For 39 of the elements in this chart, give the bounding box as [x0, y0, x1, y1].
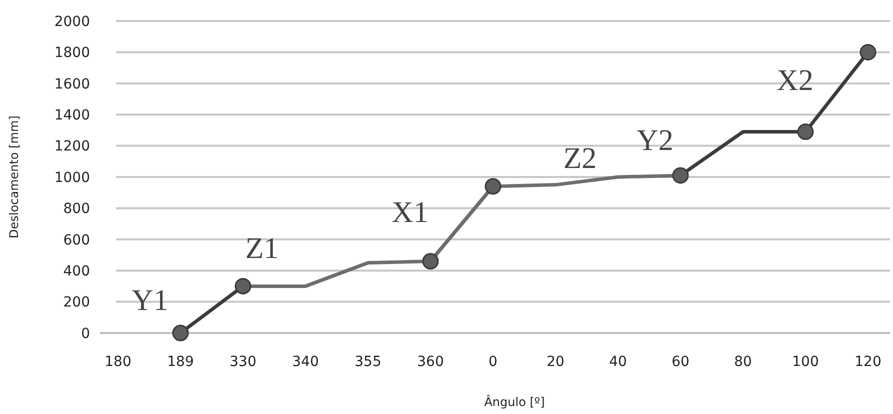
y-tick-label: 1800 — [54, 45, 90, 62]
x-tick-label: 360 — [417, 354, 444, 370]
point — [422, 252, 439, 270]
point — [672, 167, 689, 184]
point — [234, 278, 252, 294]
x-tick-label: 60 — [672, 354, 690, 370]
y-axis-title: Deslocamento [mm] — [7, 116, 21, 238]
x-tick-label: 180 — [104, 354, 132, 370]
y-tick-label: 1000 — [54, 170, 90, 186]
x-tick-label: 80 — [734, 354, 752, 370]
x-tick-label: 40 — [609, 354, 627, 370]
y-tick-label: 2000 — [54, 14, 90, 30]
y-tick-label: 1400 — [54, 108, 90, 124]
x-tick-label: 355 — [354, 354, 382, 370]
point — [172, 324, 189, 342]
annotation: X1 — [392, 196, 428, 229]
point — [860, 44, 876, 60]
x-tick-label: 330 — [230, 354, 256, 370]
x-tick-label: 340 — [292, 354, 319, 370]
x-axis-title: Ângulo [º] — [484, 394, 545, 409]
y-tick-label: 400 — [63, 264, 90, 280]
y-tick-label: 600 — [63, 232, 90, 248]
annotation: Y2 — [636, 124, 674, 157]
x-tick-label: 189 — [167, 354, 194, 370]
x-tick-label: 100 — [792, 354, 819, 370]
y-tick-label: 1200 — [54, 138, 90, 155]
y-tick-label: 200 — [63, 294, 90, 311]
x-tick-label: 0 — [488, 354, 498, 370]
x-tick-label: 120 — [854, 354, 882, 370]
annotation: X2 — [776, 64, 814, 97]
point — [797, 124, 814, 140]
point — [484, 178, 502, 195]
y-tick-label: 0 — [81, 326, 90, 342]
y-tick-label: 1600 — [54, 76, 90, 92]
annotation: Y1 — [132, 284, 168, 317]
annotation: Z2 — [563, 142, 597, 175]
x-tick-label: 20 — [546, 354, 564, 370]
annotation: Z1 — [245, 232, 279, 265]
y-tick-label: 800 — [63, 201, 90, 218]
